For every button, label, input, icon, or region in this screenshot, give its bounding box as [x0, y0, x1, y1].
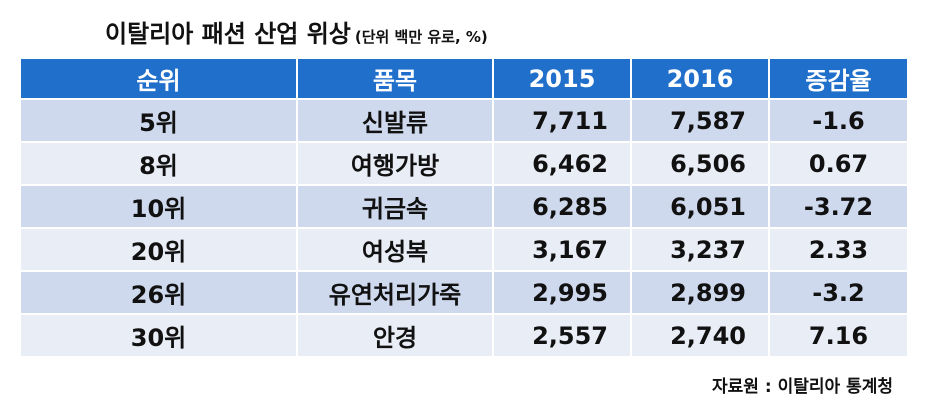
- value-2015-cell: 2,557: [493, 314, 632, 356]
- change-rate-cell: -1.6: [769, 99, 907, 143]
- rank-cell: 8위: [21, 142, 298, 186]
- table-row: 20위 여성복 3,167 3,237 2.33: [21, 228, 907, 272]
- item-cell: 여성복: [297, 228, 494, 272]
- column-header-item: 품목: [297, 59, 494, 100]
- item-cell: 신발류: [297, 99, 494, 143]
- column-header-change-rate: 증감율: [769, 59, 907, 100]
- table-title: 이탈리아 패션 산업 위상 (단위 백만 유로, %): [105, 14, 488, 49]
- source-note: 자료원 : 이탈리아 통계청: [712, 377, 893, 397]
- change-rate-cell: -3.72: [769, 185, 907, 229]
- rank-cell: 30위: [21, 314, 298, 356]
- item-cell: 안경: [297, 314, 494, 356]
- title-main: 이탈리아 패션 산업 위상: [105, 20, 351, 48]
- value-2015-cell: 6,285: [493, 185, 632, 229]
- value-2015-cell: 2,995: [493, 271, 632, 315]
- table-row: 8위 여행가방 6,462 6,506 0.67: [21, 142, 907, 186]
- value-2016-cell: 6,506: [631, 142, 770, 186]
- value-2016-cell: 2,899: [631, 271, 770, 315]
- title-unit: (단위 백만 유로, %): [354, 28, 488, 46]
- value-2016-cell: 6,051: [631, 185, 770, 229]
- change-rate-cell: -3.2: [769, 271, 907, 315]
- item-cell: 유연처리가죽: [297, 271, 494, 315]
- value-2015-cell: 7,711: [493, 99, 632, 143]
- column-header-2016: 2016: [631, 59, 770, 100]
- value-2016-cell: 7,587: [631, 99, 770, 143]
- table-row: 10위 귀금속 6,285 6,051 -3.72: [21, 185, 907, 229]
- table-row: 5위 신발류 7,711 7,587 -1.6: [21, 99, 907, 143]
- value-2015-cell: 3,167: [493, 228, 632, 272]
- value-2016-cell: 2,740: [631, 314, 770, 356]
- item-cell: 귀금속: [297, 185, 494, 229]
- table-row: 30위 안경 2,557 2,740 7.16: [21, 314, 907, 356]
- value-2015-cell: 6,462: [493, 142, 632, 186]
- rank-cell: 26위: [21, 271, 298, 315]
- column-header-2015: 2015: [493, 59, 632, 100]
- change-rate-cell: 0.67: [769, 142, 907, 186]
- change-rate-cell: 7.16: [769, 314, 907, 356]
- column-header-rank: 순위: [21, 59, 298, 100]
- table-header-row: 순위 품목 2015 2016 증감율: [21, 59, 907, 100]
- rank-cell: 10위: [21, 185, 298, 229]
- value-2016-cell: 3,237: [631, 228, 770, 272]
- rank-cell: 5위: [21, 99, 298, 143]
- table-row: 26위 유연처리가죽 2,995 2,899 -3.2: [21, 271, 907, 315]
- rank-cell: 20위: [21, 228, 298, 272]
- change-rate-cell: 2.33: [769, 228, 907, 272]
- item-cell: 여행가방: [297, 142, 494, 186]
- data-table: 순위 품목 2015 2016 증감율 5위 신발류 7,711 7,587 -…: [21, 59, 907, 356]
